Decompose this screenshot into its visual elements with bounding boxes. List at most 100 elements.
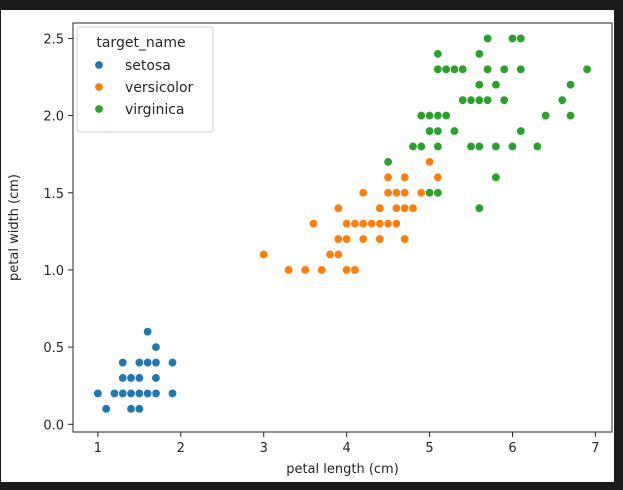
- point-setosa: [142, 388, 153, 399]
- point-setosa: [142, 327, 153, 337]
- point-virginica: [565, 80, 576, 90]
- point-versicolor: [333, 249, 344, 260]
- point-virginica: [441, 110, 451, 121]
- point-versicolor: [391, 203, 402, 213]
- point-versicolor: [383, 188, 393, 198]
- point-versicolor: [300, 265, 310, 275]
- point-setosa: [134, 404, 145, 414]
- point-versicolor: [424, 157, 435, 167]
- point-versicolor: [391, 218, 402, 229]
- y-tick-label: 0.5: [43, 341, 64, 356]
- point-virginica: [433, 126, 443, 136]
- point-virginica: [482, 64, 493, 74]
- point-virginica: [491, 141, 501, 152]
- point-virginica: [466, 95, 476, 105]
- point-versicolor: [358, 234, 368, 244]
- point-versicolor: [391, 188, 402, 198]
- point-virginica: [449, 126, 460, 136]
- point-versicolor: [350, 218, 360, 229]
- point-virginica: [516, 33, 526, 44]
- x-tick-label: 5: [425, 441, 433, 456]
- y-tick-label: 1.0: [43, 264, 64, 279]
- point-versicolor: [433, 172, 443, 183]
- point-versicolor: [383, 172, 393, 183]
- point-setosa: [151, 373, 161, 383]
- point-versicolor: [308, 218, 319, 229]
- point-virginica: [516, 126, 526, 136]
- point-versicolor: [400, 203, 410, 213]
- scatter-chart: 1 2 3 4 5 6 7 0.0 0.5 1.0 1.5 2.0 2.5 petal length …: [7, 22, 613, 477]
- point-virginica: [433, 49, 443, 59]
- point-versicolor: [283, 265, 294, 275]
- point-virginica: [499, 95, 509, 105]
- point-virginica: [449, 64, 460, 74]
- point-virginica: [458, 64, 468, 74]
- point-virginica: [474, 203, 484, 213]
- point-versicolor: [325, 249, 335, 260]
- point-versicolor: [400, 172, 410, 183]
- point-virginica: [491, 80, 501, 90]
- x-axis-label: petal length (cm): [286, 462, 399, 477]
- point-virginica: [433, 141, 443, 152]
- point-versicolor: [341, 218, 352, 229]
- legend-marker-setosa: [94, 60, 104, 70]
- point-versicolor: [383, 218, 393, 229]
- legend: target_name setosa versicolor virginica: [76, 26, 214, 133]
- legend-marker-virginica: [94, 104, 104, 114]
- x-axis-ticks: 1 2 3 4 5 6 7: [94, 432, 600, 456]
- x-tick-label: 7: [591, 441, 599, 456]
- point-virginica: [424, 188, 435, 198]
- y-tick-label: 0.0: [43, 418, 64, 433]
- point-virginica: [458, 95, 468, 105]
- point-versicolor: [366, 218, 377, 229]
- point-versicolor: [341, 234, 352, 244]
- point-virginica: [491, 172, 501, 183]
- point-virginica: [474, 95, 484, 105]
- y-axis-ticks: 0.0 0.5 1.0 1.5 2.0 2.5: [43, 32, 73, 433]
- point-virginica: [582, 64, 592, 74]
- point-versicolor: [408, 203, 418, 213]
- point-setosa: [151, 342, 161, 352]
- point-versicolor: [375, 234, 385, 244]
- point-setosa: [151, 357, 161, 368]
- point-virginica: [466, 141, 476, 152]
- point-virginica: [424, 110, 435, 121]
- point-versicolor: [358, 188, 368, 198]
- point-virginica: [433, 188, 443, 198]
- point-versicolor: [375, 218, 385, 229]
- point-virginica: [433, 110, 443, 121]
- point-setosa: [167, 357, 178, 368]
- point-setosa: [93, 388, 103, 399]
- point-setosa: [101, 404, 111, 414]
- legend-label-setosa: setosa: [125, 58, 171, 74]
- y-tick-label: 1.5: [43, 187, 64, 202]
- point-setosa: [142, 357, 153, 368]
- point-versicolor: [350, 265, 360, 275]
- point-setosa: [134, 357, 145, 368]
- point-virginica: [516, 64, 526, 74]
- point-virginica: [416, 141, 426, 152]
- point-virginica: [482, 95, 493, 105]
- point-virginica: [482, 33, 493, 44]
- point-virginica: [441, 64, 451, 74]
- point-virginica: [507, 33, 518, 44]
- point-versicolor: [400, 188, 410, 198]
- point-setosa: [118, 373, 128, 383]
- legend-marker-versicolor: [94, 82, 104, 92]
- legend-label-virginica: virginica: [125, 102, 185, 118]
- point-virginica: [383, 157, 393, 167]
- x-tick-label: 1: [94, 441, 102, 456]
- point-virginica: [424, 126, 435, 136]
- data-points: [93, 33, 592, 414]
- point-virginica: [499, 64, 509, 74]
- point-virginica: [408, 141, 418, 152]
- plot-area-frame: [72, 22, 613, 433]
- point-setosa: [126, 373, 136, 383]
- point-versicolor: [375, 203, 385, 213]
- point-virginica: [532, 141, 543, 152]
- point-versicolor: [400, 234, 410, 244]
- point-setosa: [167, 388, 178, 399]
- x-tick-label: 2: [177, 441, 185, 456]
- x-tick-label: 4: [343, 441, 351, 456]
